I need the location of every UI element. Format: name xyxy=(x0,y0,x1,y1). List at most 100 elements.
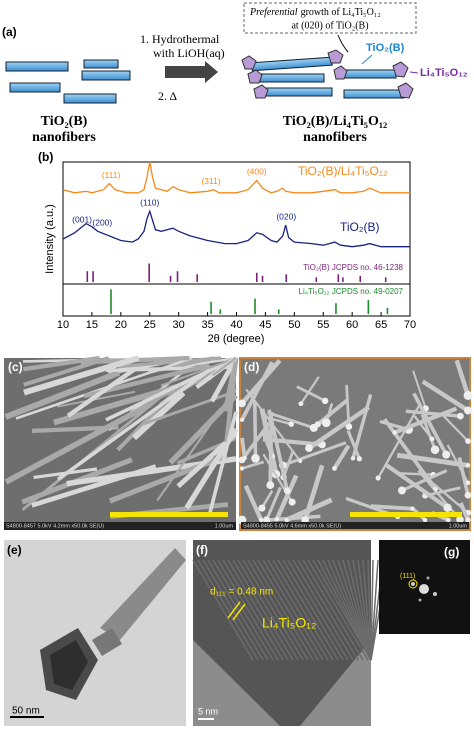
fringe xyxy=(347,559,372,661)
sem-info: S4800-8455 5.0kV 4.6mm x50.0k SE(U) xyxy=(243,523,341,529)
info-bar xyxy=(241,522,469,529)
cap-particle xyxy=(239,417,245,422)
cap-particle xyxy=(429,436,435,442)
series-label: TiO₂(B)/Li₄Ti₅O₁₂ xyxy=(298,164,388,178)
fiber xyxy=(282,441,347,467)
cap-particle xyxy=(305,444,313,452)
fiber xyxy=(243,484,264,521)
peak-label: (311) xyxy=(201,176,220,186)
fiber xyxy=(307,405,371,450)
fringe xyxy=(287,559,349,661)
x-tick-label: 30 xyxy=(173,319,185,331)
cap-particle xyxy=(239,466,245,471)
x-tick-label: 20 xyxy=(115,319,127,331)
panel-g: (111) (g) xyxy=(379,540,470,634)
fiber xyxy=(262,453,294,503)
fringe xyxy=(257,559,319,661)
fringe xyxy=(197,559,259,661)
fiber xyxy=(4,402,152,485)
peak-label: (020) xyxy=(276,211,296,221)
fiber xyxy=(23,355,140,396)
panel-label: (e) xyxy=(7,543,22,557)
x-tick-label: 10 xyxy=(57,319,69,331)
fiber xyxy=(446,444,469,484)
cap-particle xyxy=(288,421,295,427)
cap-particle xyxy=(457,412,464,420)
peak-label: (400) xyxy=(247,167,267,177)
cap-particle xyxy=(463,391,473,400)
reference-label: Li₄Ti₅O₁₂ JCPDS no. 49-0207 xyxy=(299,287,404,296)
cap-label: Li₄Ti₅O₁₂ xyxy=(420,67,468,79)
cap-particle xyxy=(242,455,247,461)
rod xyxy=(251,56,333,72)
fringe xyxy=(357,559,372,661)
cap xyxy=(392,61,409,78)
process-arrow xyxy=(165,61,218,83)
fringe xyxy=(317,559,372,661)
rod xyxy=(83,59,119,69)
callout-text: at (020) of TiO₂(B) xyxy=(291,20,368,31)
series-label: TiO₂(B) xyxy=(340,220,380,234)
panel-label: (b) xyxy=(38,150,53,164)
fiber xyxy=(265,486,282,521)
cap-particle xyxy=(422,517,428,523)
fringe xyxy=(322,559,372,661)
spacing-text: d₁₁₁ = 0.48 nm xyxy=(210,587,273,598)
panel-label: (d) xyxy=(244,360,259,374)
x-tick-label: 15 xyxy=(86,319,98,331)
peak-label: (111) xyxy=(102,170,121,180)
left-rods xyxy=(5,59,131,104)
x-tick-label: 40 xyxy=(230,319,242,331)
callout-box xyxy=(243,2,417,34)
cap-particle xyxy=(446,517,451,523)
scale-bar xyxy=(350,512,462,517)
cap-particle xyxy=(258,517,264,523)
cap-particle xyxy=(443,503,452,513)
reference-label: TiO₂(B) JCPDS no. 46-1238 xyxy=(303,263,403,272)
fringe xyxy=(302,559,364,661)
fringe xyxy=(342,559,372,661)
fiber xyxy=(33,467,98,480)
cap-particle xyxy=(430,445,440,455)
cap-particle xyxy=(321,397,329,405)
cap-particle xyxy=(298,458,303,464)
fringe xyxy=(227,559,289,661)
x-axis-label: 2θ (degree) xyxy=(208,333,265,345)
fiber xyxy=(412,392,448,456)
cap-particle xyxy=(456,515,464,524)
rod xyxy=(255,73,325,83)
cap-particle xyxy=(397,486,406,495)
fiber xyxy=(296,385,326,403)
fiber xyxy=(66,366,137,418)
fiber xyxy=(346,429,361,460)
rod xyxy=(339,69,397,79)
panel-f: d₁₁₁ = 0.48 nm Li₄Ti₅O₁₂ 5 nm (f) xyxy=(192,540,389,726)
panel-d: S4800-8455 5.0kV 4.6mm x50.0k SE(U) 1.00… xyxy=(237,357,473,531)
label-arrow xyxy=(409,71,419,74)
peak-label: (110) xyxy=(140,198,159,208)
panel-label: (g) xyxy=(444,545,459,559)
x-tick-label: 25 xyxy=(144,319,156,331)
cap-particle xyxy=(375,475,381,481)
fiber xyxy=(4,369,121,420)
fiber xyxy=(267,409,290,492)
info-bar xyxy=(4,522,236,530)
fringe xyxy=(267,559,329,661)
fiber xyxy=(160,357,237,387)
x-tick-label: 50 xyxy=(288,319,300,331)
cap-particle xyxy=(465,517,471,523)
x-tick-label: 45 xyxy=(259,319,271,331)
cap-particle xyxy=(345,423,353,430)
fringe xyxy=(232,559,294,661)
fiber xyxy=(370,504,413,511)
fiber xyxy=(384,463,449,510)
rod-label: TiO₂(B) xyxy=(366,42,405,54)
rod xyxy=(261,87,333,97)
callout-text: Preferential growth of Li₄Ti₅O₁₂ xyxy=(249,7,381,18)
cap-particle xyxy=(332,465,337,471)
fiber xyxy=(56,368,211,481)
scale-text: 5 nm xyxy=(198,706,218,716)
panel-label: (f) xyxy=(196,543,208,557)
crystal xyxy=(92,628,122,656)
